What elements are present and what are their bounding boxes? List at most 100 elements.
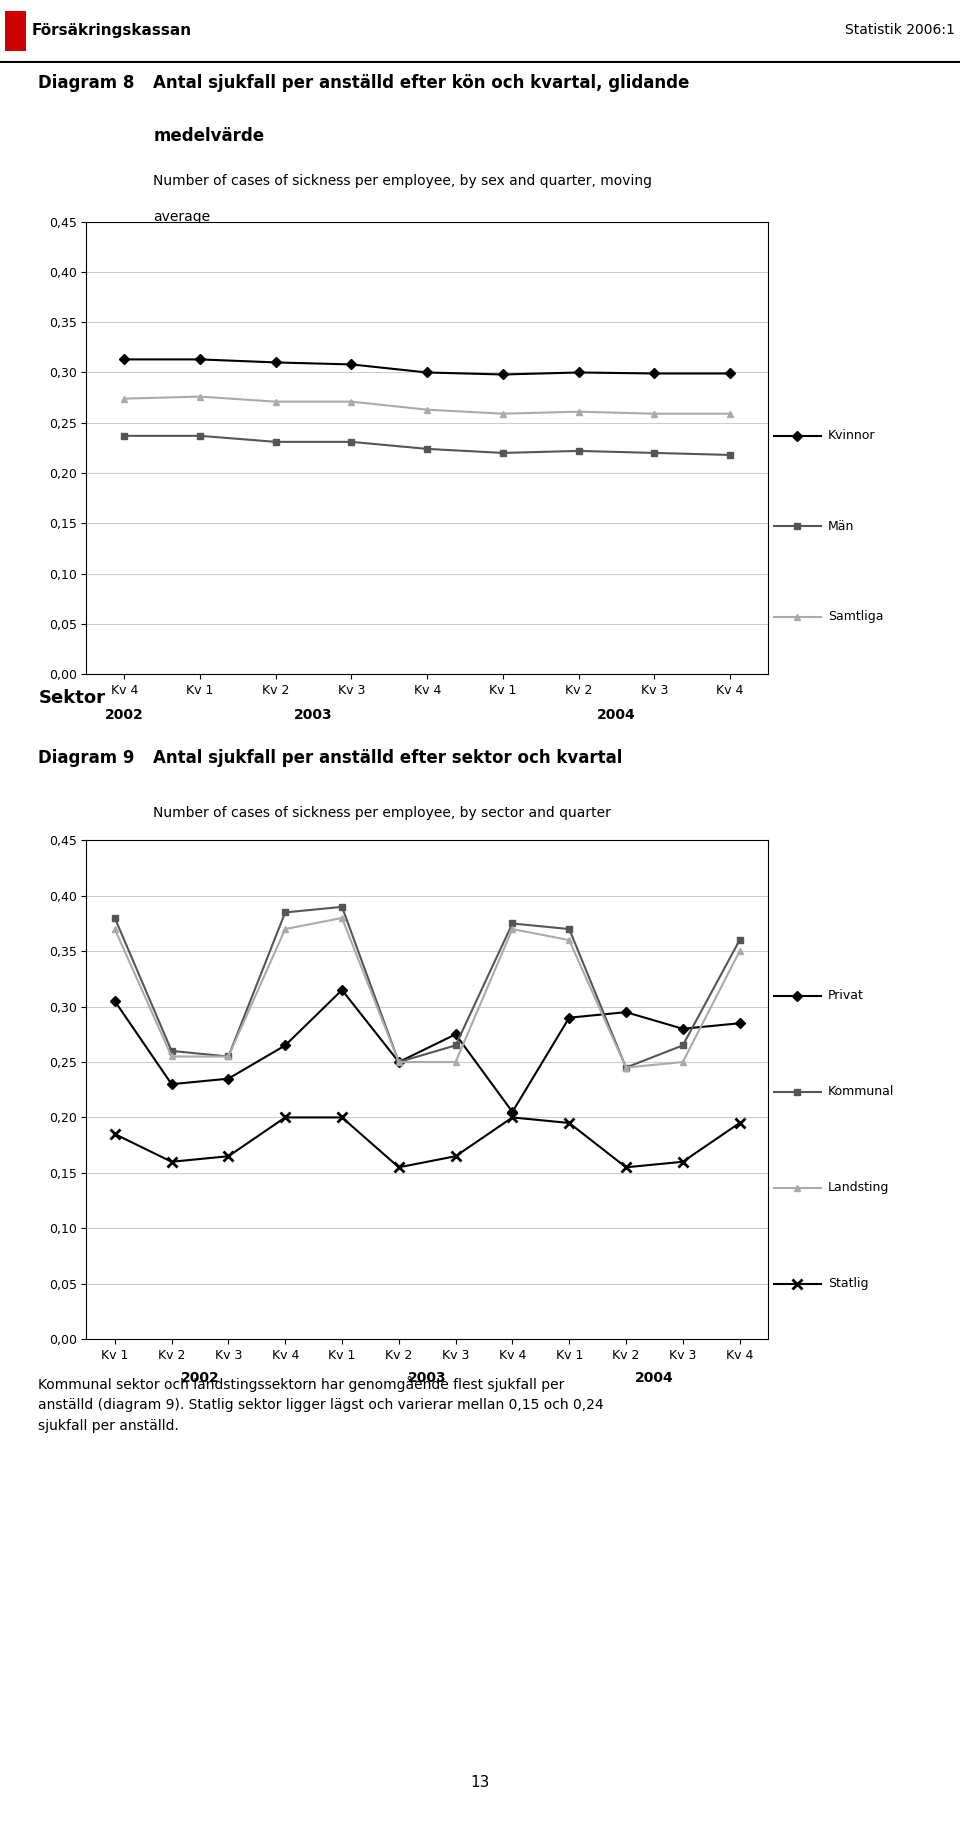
Kommunal xyxy=(733,929,745,951)
Privat xyxy=(109,990,121,1012)
Text: 2004: 2004 xyxy=(597,707,636,722)
Text: Sektor: Sektor xyxy=(38,689,106,707)
Kommunal xyxy=(336,896,348,918)
Text: Antal sjukfall per anställd efter kön och kvartal, glidande: Antal sjukfall per anställd efter kön oc… xyxy=(154,74,689,92)
Privat xyxy=(620,1001,632,1023)
Landsting xyxy=(620,1056,632,1079)
Statlig xyxy=(166,1151,178,1173)
Män xyxy=(270,430,281,453)
Män xyxy=(421,438,433,460)
Samtliga xyxy=(725,403,736,425)
Landsting xyxy=(507,918,518,940)
Privat xyxy=(336,979,348,1001)
Text: medelvärde: medelvärde xyxy=(154,126,264,144)
Samtliga xyxy=(194,386,205,408)
Kvinnor xyxy=(573,362,585,384)
Landsting xyxy=(733,940,745,962)
Privat xyxy=(166,1073,178,1095)
Text: Män: Män xyxy=(828,519,854,534)
Text: Statistik 2006:1: Statistik 2006:1 xyxy=(846,24,955,37)
Line: Män: Män xyxy=(121,432,733,458)
Text: Kommunal sektor och landstingssektorn har genomgående flest sjukfall per
anställ: Kommunal sektor och landstingssektorn ha… xyxy=(38,1376,604,1433)
Statlig xyxy=(620,1156,632,1178)
Bar xyxy=(5,11,26,52)
Landsting xyxy=(677,1051,688,1073)
Statlig xyxy=(677,1151,688,1173)
Line: Privat: Privat xyxy=(111,986,743,1116)
Statlig xyxy=(393,1156,404,1178)
Kommunal xyxy=(109,907,121,929)
Statlig xyxy=(336,1106,348,1129)
Line: Kommunal: Kommunal xyxy=(111,903,743,1071)
Statlig xyxy=(450,1145,462,1167)
Text: 2003: 2003 xyxy=(408,1372,446,1385)
Samtliga xyxy=(421,399,433,421)
Text: Number of cases of sickness per employee, by sex and quarter, moving: Number of cases of sickness per employee… xyxy=(154,174,652,188)
Kvinnor xyxy=(725,362,736,384)
Statlig xyxy=(507,1106,518,1129)
Text: Antal sjukfall per anställd efter sektor och kvartal: Antal sjukfall per anställd efter sektor… xyxy=(154,748,623,767)
Landsting xyxy=(336,907,348,929)
Kommunal xyxy=(507,912,518,935)
Män xyxy=(497,441,509,464)
Privat xyxy=(393,1051,404,1073)
Samtliga xyxy=(649,403,660,425)
Statlig xyxy=(733,1112,745,1134)
Samtliga xyxy=(497,403,509,425)
Privat xyxy=(733,1012,745,1034)
Text: Diagram 9: Diagram 9 xyxy=(38,748,135,767)
Privat xyxy=(450,1023,462,1045)
Kommunal xyxy=(166,1040,178,1062)
Landsting xyxy=(450,1051,462,1073)
Privat xyxy=(677,1018,688,1040)
Line: Landsting: Landsting xyxy=(111,914,743,1071)
Män xyxy=(118,425,130,447)
Statlig xyxy=(564,1112,575,1134)
Line: Samtliga: Samtliga xyxy=(121,393,733,417)
Män xyxy=(649,441,660,464)
Text: Försäkringskassan: Försäkringskassan xyxy=(32,22,192,37)
Kvinnor xyxy=(118,349,130,371)
Landsting xyxy=(109,918,121,940)
Text: Diagram 8: Diagram 8 xyxy=(38,74,134,92)
Kommunal xyxy=(223,1045,234,1068)
Kvinnor xyxy=(497,364,509,386)
Text: 13: 13 xyxy=(470,1775,490,1790)
Kvinnor xyxy=(194,349,205,371)
Män xyxy=(725,443,736,465)
Kommunal xyxy=(620,1056,632,1079)
Privat xyxy=(279,1034,291,1056)
Kvinnor xyxy=(421,362,433,384)
Kvinnor xyxy=(649,362,660,384)
Kommunal xyxy=(450,1034,462,1056)
Kommunal xyxy=(279,901,291,924)
Text: 2002: 2002 xyxy=(105,707,144,722)
Landsting xyxy=(393,1051,404,1073)
Landsting xyxy=(279,918,291,940)
Kommunal xyxy=(393,1051,404,1073)
Män xyxy=(346,430,357,453)
Privat xyxy=(564,1007,575,1029)
Text: Kommunal: Kommunal xyxy=(828,1084,895,1099)
Text: 2002: 2002 xyxy=(180,1372,220,1385)
Landsting xyxy=(166,1045,178,1068)
Samtliga xyxy=(118,388,130,410)
Statlig xyxy=(279,1106,291,1129)
Privat xyxy=(507,1101,518,1123)
Text: Kvinnor: Kvinnor xyxy=(828,429,876,443)
Text: 2004: 2004 xyxy=(635,1372,674,1385)
Landsting xyxy=(223,1045,234,1068)
Kvinnor xyxy=(346,353,357,375)
Text: 2003: 2003 xyxy=(295,707,333,722)
Kvinnor xyxy=(270,351,281,373)
Kommunal xyxy=(564,918,575,940)
Line: Kvinnor: Kvinnor xyxy=(121,356,733,379)
Samtliga xyxy=(270,390,281,412)
Män xyxy=(573,440,585,462)
Samtliga xyxy=(573,401,585,423)
Kommunal xyxy=(677,1034,688,1056)
Line: Statlig: Statlig xyxy=(110,1112,744,1173)
Text: Landsting: Landsting xyxy=(828,1180,890,1195)
Text: Privat: Privat xyxy=(828,988,864,1003)
Text: Samtliga: Samtliga xyxy=(828,610,883,624)
